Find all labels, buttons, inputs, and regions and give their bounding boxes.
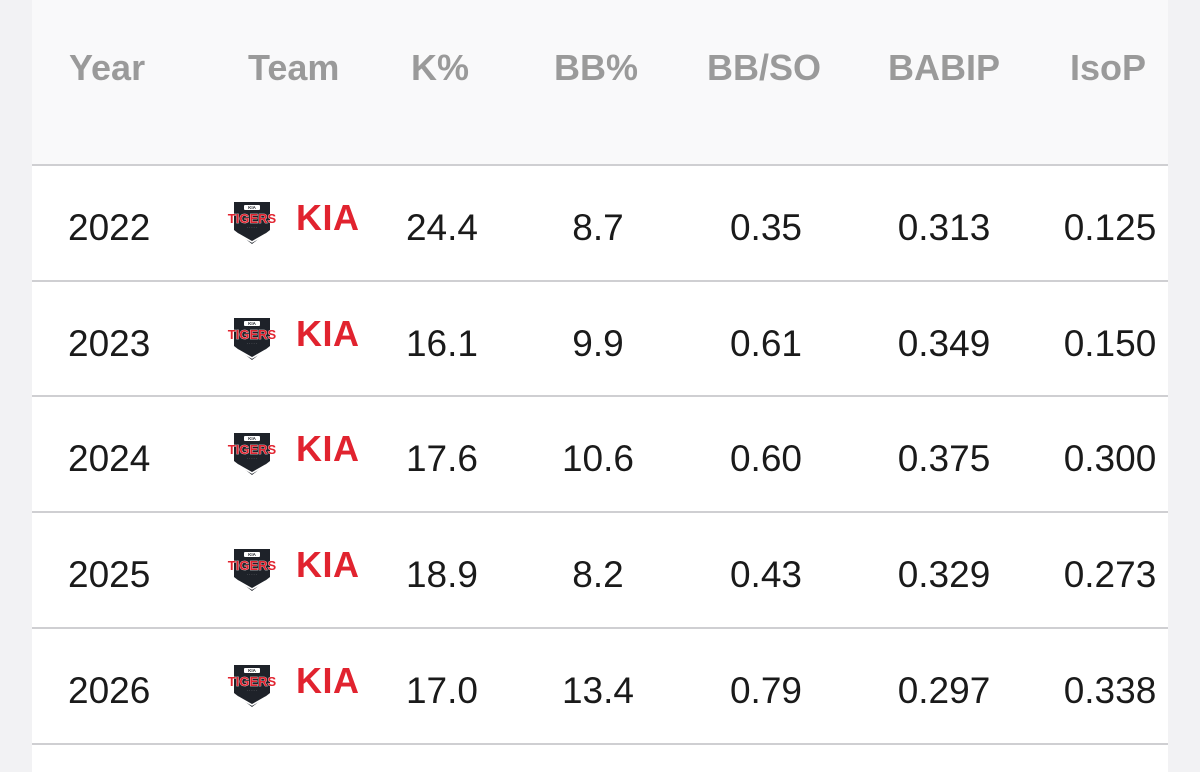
- team-cell[interactable]: KIA TIGERS · · · · · KIA: [220, 545, 370, 595]
- bb-so-cell: 0.43: [729, 554, 802, 595]
- isop-cell: 0.338: [1063, 670, 1157, 711]
- logo-wordmark: TIGERS: [228, 327, 277, 342]
- header-k-pct[interactable]: K%: [411, 47, 470, 88]
- year-cell: 2025: [68, 554, 151, 595]
- header-bb-pct[interactable]: BB%: [554, 47, 639, 88]
- logo-wordmark: TIGERS: [228, 674, 277, 689]
- svg-text:KIA: KIA: [248, 668, 257, 673]
- bb-pct-cell: 13.4: [561, 670, 634, 711]
- team-name: KIA: [296, 660, 360, 701]
- k-pct-cell: 17.0: [405, 670, 478, 711]
- header-bb-so[interactable]: BB/SO: [707, 47, 822, 88]
- table-header: Year Team K% BB% BB/SO BABIP IsoP: [32, 0, 1168, 164]
- bb-pct-cell: 9.9: [572, 323, 624, 364]
- header-team[interactable]: Team: [248, 47, 340, 88]
- team-name: KIA: [296, 197, 360, 238]
- babip-cell: 0.329: [897, 554, 991, 595]
- bb-so-cell: 0.61: [729, 323, 802, 364]
- svg-text:KIA: KIA: [248, 552, 257, 557]
- logo-wordmark: TIGERS: [228, 442, 277, 457]
- bb-so-cell: 0.79: [729, 670, 802, 711]
- svg-text:· · · · ·: · · · · ·: [247, 342, 257, 346]
- svg-text:· · · · ·: · · · · ·: [247, 226, 257, 230]
- header-isop[interactable]: IsoP: [1070, 47, 1147, 88]
- header-year[interactable]: Year: [69, 47, 146, 88]
- table-row[interactable]: 2023 KIA TIGERS · · · · · KIA 16.1 9.9 0.61 0.34…: [32, 280, 1168, 396]
- babip-cell: 0.313: [897, 207, 991, 248]
- bb-so-cell: 0.60: [729, 438, 802, 479]
- svg-text:KIA: KIA: [248, 436, 257, 441]
- table-row[interactable]: 2024 KIA TIGERS · · · · · KIA 17.6 10.6 0.60 0.3…: [32, 395, 1168, 511]
- k-pct-cell: 24.4: [405, 207, 478, 248]
- k-pct-cell: 18.9: [405, 554, 478, 595]
- year-cell: 2023: [68, 323, 151, 364]
- isop-cell: 0.125: [1063, 207, 1157, 248]
- year-cell: 2026: [68, 670, 151, 711]
- logo-wordmark: TIGERS: [228, 211, 277, 226]
- table-row[interactable]: 2026 KIA TIGERS · · · · · KIA 17.0 13.4 0.79 0.2…: [32, 627, 1168, 745]
- table-row[interactable]: 2022 KIA TIGERS · · · · · KIA 24.4 8.7 0.35 0.31…: [32, 164, 1168, 280]
- babip-cell: 0.349: [897, 323, 991, 364]
- svg-text:KIA: KIA: [248, 205, 257, 210]
- header-babip[interactable]: BABIP: [888, 47, 1001, 88]
- team-name: KIA: [296, 428, 360, 469]
- svg-text:· · · · ·: · · · · ·: [247, 573, 257, 577]
- isop-cell: 0.300: [1063, 438, 1157, 479]
- team-name: KIA: [296, 544, 360, 585]
- svg-text:· · · · ·: · · · · ·: [247, 689, 257, 693]
- bb-pct-cell: 8.7: [572, 207, 624, 248]
- bb-so-cell: 0.35: [729, 207, 802, 248]
- babip-cell: 0.375: [897, 438, 991, 479]
- logo-wordmark: TIGERS: [228, 558, 277, 573]
- year-cell: 2024: [68, 438, 151, 479]
- k-pct-cell: 17.6: [405, 438, 478, 479]
- babip-cell: 0.297: [897, 670, 991, 711]
- svg-text:· · · · ·: · · · · ·: [247, 457, 257, 461]
- team-cell[interactable]: KIA TIGERS · · · · · KIA: [220, 661, 370, 711]
- isop-cell: 0.150: [1063, 323, 1157, 364]
- year-cell: 2022: [68, 207, 151, 248]
- bb-pct-cell: 10.6: [561, 438, 634, 479]
- stats-table: Year Team K% BB% BB/SO BABIP IsoP 2022 KI…: [32, 0, 1168, 772]
- table-row[interactable]: 2025 KIA TIGERS · · · · · KIA 18.9 8.2 0.43 0.32…: [32, 511, 1168, 627]
- team-cell[interactable]: KIA TIGERS · · · · · KIA: [220, 198, 370, 248]
- k-pct-cell: 16.1: [405, 323, 478, 364]
- svg-text:KIA: KIA: [248, 321, 257, 326]
- bb-pct-cell: 8.2: [572, 554, 624, 595]
- team-cell[interactable]: KIA TIGERS · · · · · KIA: [220, 314, 370, 364]
- team-cell[interactable]: KIA TIGERS · · · · · KIA: [220, 429, 370, 479]
- team-name: KIA: [296, 313, 360, 354]
- isop-cell: 0.273: [1063, 554, 1157, 595]
